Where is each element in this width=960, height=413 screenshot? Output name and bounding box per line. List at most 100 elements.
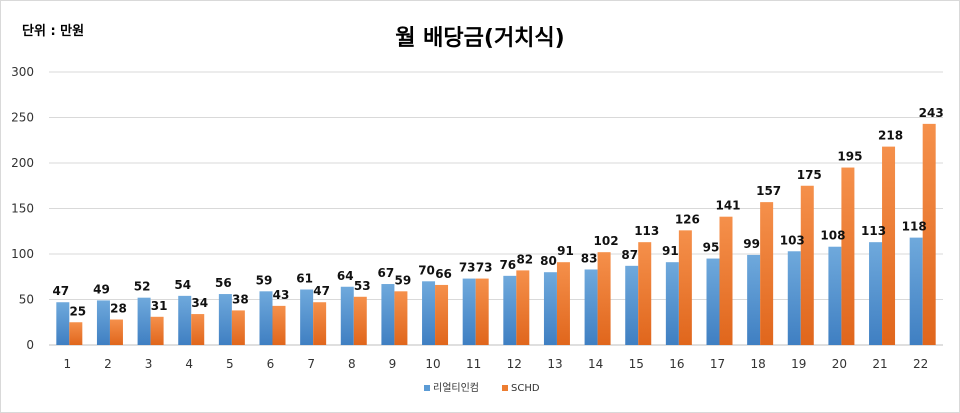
bar-series-1 <box>137 297 151 345</box>
data-label: 54 <box>174 278 191 292</box>
bar-series-2 <box>597 252 611 345</box>
bar-series-1 <box>462 278 476 345</box>
bar-series-2 <box>394 291 408 345</box>
data-label: 49 <box>93 282 110 296</box>
bar-series-1 <box>828 246 842 345</box>
bar-series-1 <box>787 251 801 345</box>
bar-series-2 <box>800 185 814 345</box>
data-label: 126 <box>675 212 700 226</box>
x-tick-label: 1 <box>63 357 71 371</box>
data-label: 175 <box>797 168 822 182</box>
bar-series-1 <box>543 272 557 345</box>
x-tick-label: 5 <box>226 357 234 371</box>
x-tick-label: 20 <box>832 357 847 371</box>
y-tick-label: 200 <box>11 156 34 170</box>
bar-series-2 <box>150 316 164 345</box>
y-tick-label: 150 <box>11 202 34 216</box>
data-label: 25 <box>69 304 86 318</box>
x-tick-label: 2 <box>104 357 112 371</box>
bar-series-1 <box>300 289 314 345</box>
bar-series-2 <box>882 146 896 345</box>
x-tick-label: 14 <box>588 357 603 371</box>
bar-series-1 <box>178 295 192 345</box>
x-tick-label: 15 <box>629 357 644 371</box>
data-label: 59 <box>395 273 412 287</box>
data-label: 80 <box>540 254 557 268</box>
y-tick-label: 0 <box>26 338 34 352</box>
x-tick-label: 6 <box>267 357 275 371</box>
bar-series-1 <box>584 269 598 345</box>
x-tick-label: 3 <box>145 357 153 371</box>
data-label: 118 <box>902 220 927 234</box>
data-label: 108 <box>820 229 845 243</box>
y-tick-label: 100 <box>11 247 34 261</box>
data-label: 195 <box>837 150 862 164</box>
legend-label: 리얼티인컴 <box>433 382 479 394</box>
data-label: 47 <box>52 284 69 298</box>
bar-series-2 <box>69 322 83 345</box>
bar-series-2 <box>760 202 774 345</box>
bar-series-2 <box>719 216 733 345</box>
data-label: 82 <box>516 252 533 266</box>
data-label: 59 <box>256 273 273 287</box>
bar-series-1 <box>340 286 354 345</box>
chart-title: 월 배당금(거치식) <box>395 26 565 51</box>
bar-series-2 <box>109 319 123 345</box>
data-label: 102 <box>594 234 619 248</box>
data-label: 38 <box>232 292 249 306</box>
x-tick-label: 21 <box>872 357 887 371</box>
data-label: 76 <box>499 258 516 272</box>
x-axis: 1 2 3 4 5 6 7 8 9 10 11 12 13 14 15 16 17 18 19 20 21 22 <box>63 357 928 371</box>
bars <box>56 123 936 346</box>
bar-series-2 <box>353 296 367 345</box>
data-label: 103 <box>780 233 805 247</box>
data-label: 73 <box>476 261 493 275</box>
bar-series-1 <box>218 294 232 345</box>
data-label: 64 <box>337 269 354 283</box>
data-label: 53 <box>354 279 371 293</box>
bar-series-1 <box>56 302 70 345</box>
bar-series-1 <box>422 281 436 345</box>
bar-series-2 <box>191 314 205 345</box>
x-tick-label: 9 <box>389 357 397 371</box>
data-label: 95 <box>703 241 720 255</box>
bar-series-2 <box>556 262 570 345</box>
y-tick-label: 50 <box>19 293 34 307</box>
bar-series-1 <box>381 284 395 345</box>
bar-series-2 <box>272 305 286 345</box>
bar-series-1 <box>625 265 639 345</box>
data-label: 83 <box>581 251 598 265</box>
data-label: 243 <box>919 106 944 120</box>
bar-series-2 <box>678 230 692 345</box>
bar-series-1 <box>909 237 923 345</box>
data-label: 141 <box>715 199 740 213</box>
data-label: 28 <box>110 302 127 316</box>
data-label: 43 <box>273 288 290 302</box>
bar-series-2 <box>516 270 530 345</box>
data-label: 52 <box>134 280 151 294</box>
data-label: 67 <box>378 266 395 280</box>
bar-series-1 <box>869 242 883 345</box>
bar-series-1 <box>665 262 679 345</box>
bar-series-1 <box>747 254 761 345</box>
x-tick-label: 17 <box>710 357 725 371</box>
data-label: 218 <box>878 129 903 143</box>
bar-series-2 <box>638 242 652 345</box>
data-label: 113 <box>634 224 659 238</box>
bar-series-2 <box>922 123 936 346</box>
bar-series-2 <box>313 302 327 345</box>
data-label: 61 <box>296 271 313 285</box>
legend-swatch <box>502 385 508 391</box>
x-tick-label: 7 <box>307 357 315 371</box>
x-tick-label: 19 <box>791 357 806 371</box>
bar-series-1 <box>96 300 110 345</box>
x-tick-label: 16 <box>669 357 684 371</box>
bar-series-2 <box>841 167 855 345</box>
x-tick-label: 18 <box>750 357 765 371</box>
data-label: 56 <box>215 276 232 290</box>
data-label: 87 <box>621 248 638 262</box>
x-tick-label: 12 <box>507 357 522 371</box>
y-tick-label: 250 <box>11 111 34 125</box>
x-tick-label: 10 <box>425 357 440 371</box>
